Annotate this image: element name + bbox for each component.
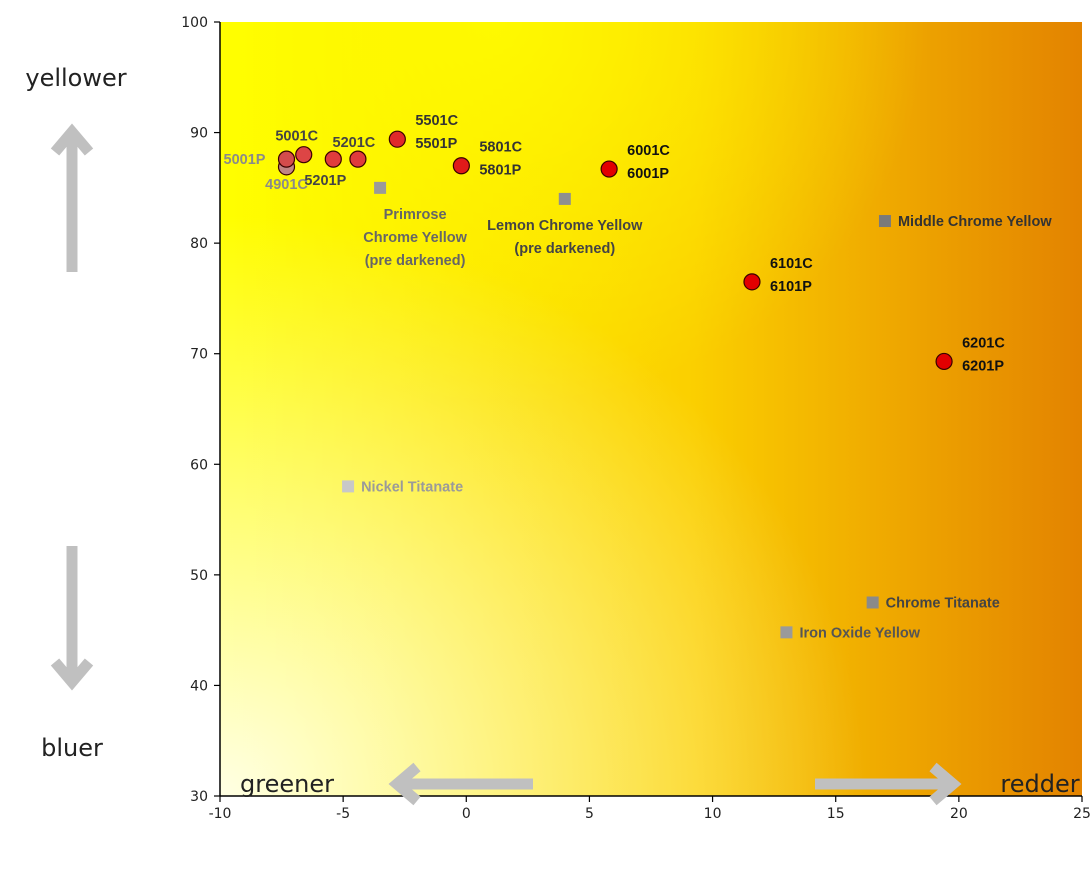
pigment-label: 5001C [275,129,318,145]
arrow-left-icon [388,762,533,806]
pigment-label: 6001C 6001P [627,143,670,182]
direction-label-greener: greener [240,770,334,798]
reference-label: Lemon Chrome Yellow (pre darkened) [487,218,643,257]
reference-point [342,480,355,493]
direction-label-yellower: yellower [25,64,126,92]
plot-background [220,22,1082,796]
arrow-up-icon [50,123,94,272]
pigment-label: 5201P [304,173,346,189]
reference-label: Chrome Titanate [886,596,1000,612]
x-tick-label: 5 [585,806,594,822]
y-axis-ticks: 30 40 50 60 70 80 90 100 [181,15,220,805]
reference-point [374,181,387,194]
reference-point [866,596,879,609]
y-tick-label: 70 [190,347,208,363]
y-tick-label: 100 [181,15,208,31]
direction-label-bluer: bluer [41,734,103,762]
pigment-label: 5501C 5501P [415,113,458,152]
data-marks: 4901C 5001P 5001C 5201P 5201C 5501C 5501P 5801C… [224,113,1053,641]
y-tick-label: 80 [190,236,208,252]
pigment-label: 6201C 6201P [962,335,1005,374]
pigment-point [600,160,618,178]
pigment-point [452,157,470,175]
x-tick-label: 20 [950,806,968,822]
reference-label: Nickel Titanate [361,479,463,495]
x-tick-label: -5 [336,806,350,822]
reference-label: Primrose Chrome Yellow (pre darkened) [363,207,467,269]
arrow-down-icon [50,546,94,691]
pigment-point [935,352,953,371]
y-tick-label: 50 [190,568,208,584]
y-tick-label: 60 [190,457,208,473]
x-tick-label: 10 [704,806,722,822]
x-tick-label: 25 [1073,806,1090,822]
pigment-point [349,150,367,168]
x-tick-label: -10 [209,806,232,822]
x-tick-label: 0 [462,806,471,822]
x-axis-ticks: -10 -5 0 5 10 15 20 25 [209,796,1090,822]
pigment-point [277,150,296,168]
pigment-label: 6101C 6101P [770,256,813,295]
pigment-label: 4901C [265,177,308,193]
arrow-right-icon [815,762,962,806]
pigment-label: 5001P [224,152,266,168]
y-tick-label: 30 [190,789,208,805]
reference-label: Iron Oxide Yellow [799,625,920,641]
direction-label-redder: redder [1000,770,1079,798]
y-tick-label: 90 [190,126,208,142]
direction-arrows [50,123,962,806]
light-gradient [220,22,1082,796]
pigment-point [743,273,761,291]
reference-point [878,215,891,228]
x-tick-label: 15 [827,806,845,822]
pigment-point [295,146,313,164]
pigment-point [324,150,342,168]
reference-point [780,626,793,639]
pigment-label: 5801C 5801P [479,140,522,179]
reference-point [558,192,571,205]
y-tick-label: 40 [190,678,208,694]
pigment-point [388,130,406,148]
pigment-label: 5201C [333,135,376,151]
reference-label: Middle Chrome Yellow [898,214,1052,230]
